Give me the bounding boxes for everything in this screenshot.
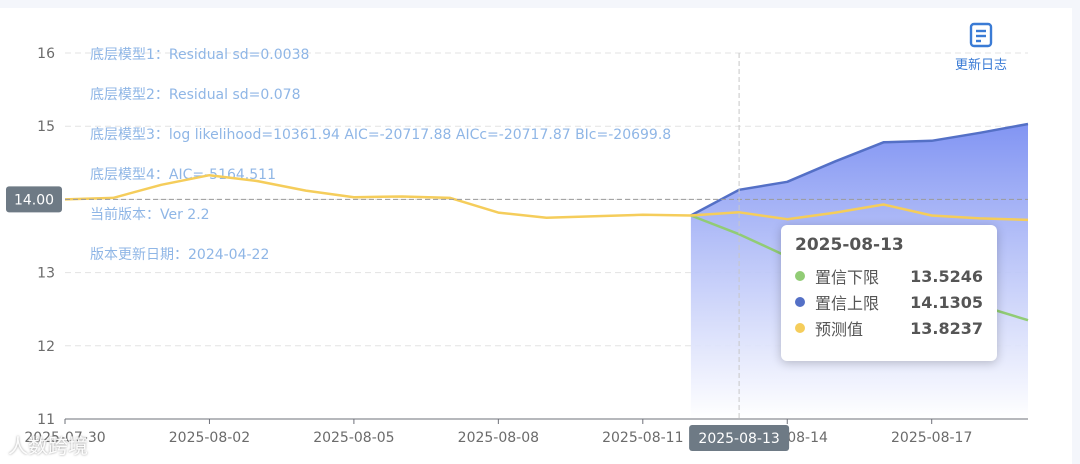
model-annotation: 底层模型3：log likelihood=10361.94 AIC=-20717… [90, 127, 671, 143]
legend-dot-lower [795, 271, 805, 281]
x-tick-label: 2025-08-11 [602, 430, 683, 446]
y-pointer-label: 14.00 [14, 192, 54, 208]
x-tick-label: 2025-08-02 [169, 430, 250, 446]
model-annotation: 版本更新日期：2024-04-22 [90, 247, 269, 263]
x-pointer-label: 2025-08-13 [698, 431, 779, 447]
y-tick-label: 16 [37, 46, 55, 62]
tooltip-name-lower: 置信下限 [815, 268, 880, 287]
watermark: 人数跨境 [8, 434, 88, 458]
changelog-button[interactable]: 更新日志 [944, 22, 1018, 73]
tooltip-value-upper: 14.1305 [910, 292, 983, 312]
tooltip-row-forecast: 预测值 13.8237 [795, 315, 983, 341]
model-annotation: 底层模型4：AIC=-5164.511 [90, 167, 276, 183]
model-annotation: 底层模型2：Residual sd=0.078 [90, 87, 300, 103]
y-tick-label: 13 [37, 266, 55, 282]
chart-tooltip: 2025-08-13 置信下限 13.5246 置信上限 14.1305 预测值… [781, 225, 997, 361]
x-pointer-label-bg [689, 425, 790, 451]
legend-dot-upper [795, 297, 805, 307]
y-tick-label: 11 [37, 412, 55, 428]
tooltip-date: 2025-08-13 [795, 235, 904, 255]
legend-dot-forecast [795, 323, 805, 333]
x-tick-label: 2025-08-05 [313, 430, 394, 446]
y-tick-label: 12 [37, 339, 55, 355]
model-annotation: 当前版本：Ver 2.2 [90, 206, 210, 223]
tooltip-row-upper: 置信上限 14.1305 [795, 289, 983, 315]
series-line-upper [690, 122, 1029, 217]
x-tick-label: 2025-08-17 [891, 430, 972, 446]
y-pointer-label-bg [6, 186, 62, 213]
tooltip-row-lower: 置信下限 13.5246 [795, 263, 983, 289]
tooltip-value-lower: 13.5246 [910, 266, 983, 286]
changelog-label: 更新日志 [954, 58, 1007, 73]
tooltip-value-forecast: 13.8237 [910, 318, 983, 338]
x-tick-label: 2025-07-30 [24, 430, 105, 446]
document-icon [969, 22, 993, 48]
tooltip-name-upper: 置信上限 [815, 294, 880, 313]
y-tick-label: 15 [37, 119, 55, 135]
series-line-forecast [64, 173, 1029, 222]
tooltip-name-forecast: 预测值 [815, 320, 864, 339]
model-annotation: 底层模型1：Residual sd=0.0038 [90, 47, 309, 63]
x-tick-label: 2025-08-08 [458, 430, 539, 446]
